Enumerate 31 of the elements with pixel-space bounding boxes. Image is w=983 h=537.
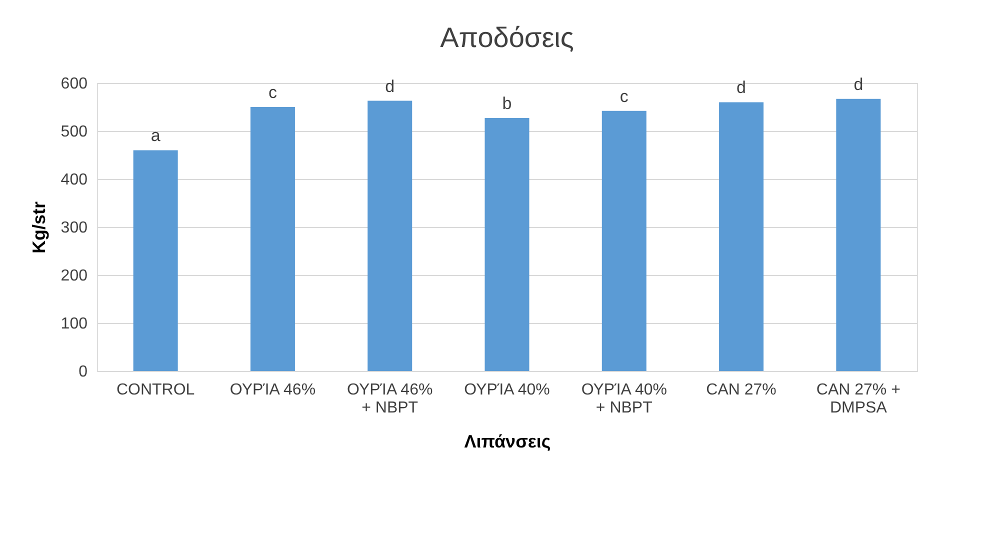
y-tick-label: 400 <box>60 172 88 188</box>
x-tick-label: ΟΥΡΊΑ 46% <box>230 382 316 398</box>
annotation: c <box>268 83 278 102</box>
x-tick-label: ΟΥΡΊΑ 46% + NBPT <box>347 382 433 416</box>
bar <box>484 118 530 371</box>
x-tick-label: CONTROL <box>116 382 195 398</box>
y-tick-label: 600 <box>60 76 88 92</box>
x-tick-label: ΟΥΡΊΑ 40% <box>464 382 550 398</box>
x-tick-label: CAN 27% + DMPSA <box>816 382 900 416</box>
y-tick-label: 300 <box>60 220 88 236</box>
bar <box>719 102 764 371</box>
annotation: b <box>502 94 512 114</box>
x-axis-title: Λιπάνσεις <box>464 432 551 452</box>
bar <box>133 150 178 371</box>
y-tick-label: 0 <box>78 364 88 380</box>
annotation: c <box>620 86 629 106</box>
bar <box>602 110 646 371</box>
bar <box>836 98 881 371</box>
y-tick-label: 500 <box>60 124 88 140</box>
bar <box>368 100 412 371</box>
chart-title: Αποδόσεις <box>440 22 574 53</box>
annotation: d <box>736 78 746 98</box>
x-tick-label: ΟΥΡΊΑ 40% + NBPT <box>581 382 667 416</box>
x-tick-label: CAN 27% <box>706 382 776 398</box>
annotation: d <box>385 76 395 96</box>
y-tick-label: 100 <box>60 316 88 332</box>
annotation: a <box>150 126 161 146</box>
y-tick-label: 200 <box>60 268 88 284</box>
y-axis-title: Kg/str <box>28 201 49 254</box>
annotation: d <box>854 74 864 94</box>
bar <box>250 107 295 371</box>
